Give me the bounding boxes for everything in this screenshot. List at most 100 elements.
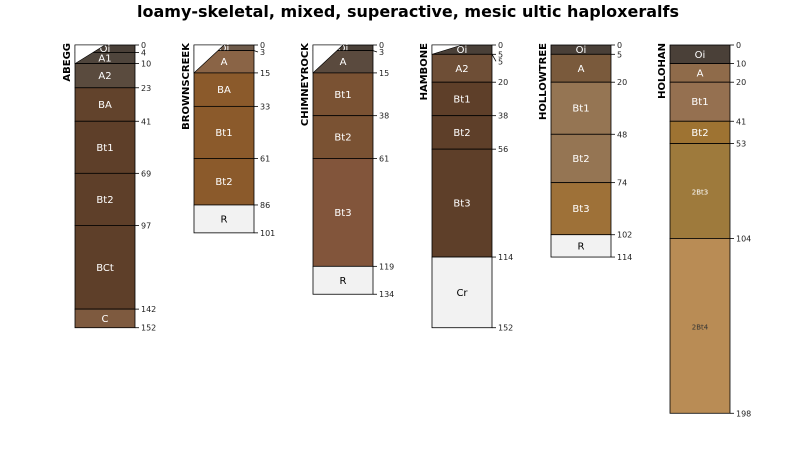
horizon-label: Bt1 bbox=[215, 128, 232, 139]
profile-chimneyrock: CHIMNEYROCK Oi A Bt1 Bt2 Bt3 R 03 15 38 61 119 134 bbox=[300, 41, 394, 299]
profile-hollowtree: HOLLOWTREE Oi A Bt1 Bt2 Bt3 R 05 20 48 74 102 114 bbox=[538, 41, 632, 262]
depth-label: 33 bbox=[260, 102, 270, 111]
horizon-label: Bt1 bbox=[691, 97, 708, 108]
horizon-r bbox=[193, 204, 255, 234]
depth-label: 15 bbox=[379, 69, 389, 78]
horizon-bt3 bbox=[312, 158, 374, 267]
horizon-label: A bbox=[697, 68, 704, 79]
horizon-bct bbox=[74, 225, 136, 310]
profile-name: HOLLOWTREE bbox=[538, 43, 549, 120]
depth-label: 61 bbox=[260, 154, 270, 163]
horizon-label: Bt1 bbox=[453, 94, 470, 105]
horizon-a2 bbox=[431, 53, 493, 83]
depth-label: 152 bbox=[498, 324, 513, 333]
depth-tick bbox=[253, 50, 259, 53]
depth-label: 86 bbox=[260, 201, 270, 210]
horizon-bt2 bbox=[312, 115, 374, 159]
depth-label: 38 bbox=[498, 112, 508, 121]
horizon-bt1 bbox=[669, 81, 731, 122]
horizon-label: BA bbox=[98, 100, 112, 111]
horizon-label: A1 bbox=[98, 54, 111, 65]
horizon-bt3 bbox=[431, 148, 493, 258]
horizon-label: R bbox=[221, 214, 228, 225]
horizon-bt2 bbox=[431, 115, 493, 150]
horizon-ba bbox=[74, 87, 136, 122]
horizon-label: Oi bbox=[576, 45, 587, 56]
depth-label: 20 bbox=[736, 78, 746, 87]
depth-label: 119 bbox=[379, 262, 394, 271]
organic-wedge bbox=[193, 44, 225, 74]
horizon-label: BA bbox=[217, 85, 231, 96]
depth-label: 41 bbox=[736, 117, 746, 126]
horizon-bt1 bbox=[193, 105, 255, 159]
organic-wedge bbox=[431, 44, 463, 55]
horizon-label: Bt1 bbox=[572, 104, 589, 115]
profile-name: HOLOHAN bbox=[657, 43, 668, 99]
depth-label: 0 bbox=[736, 41, 741, 50]
horizon-a2 bbox=[74, 63, 136, 89]
depth-label: 10 bbox=[736, 60, 746, 69]
depth-label: 5 bbox=[617, 50, 622, 59]
depth-label: 0 bbox=[617, 41, 622, 50]
horizon-label: A bbox=[340, 57, 347, 68]
horizon-label: A bbox=[221, 57, 228, 68]
horizon-label: BCt bbox=[96, 263, 114, 274]
depth-label: 4 bbox=[141, 48, 146, 57]
depth-label: 104 bbox=[736, 234, 751, 243]
horizon-label: Bt2 bbox=[215, 177, 232, 188]
horizon-bt2 bbox=[550, 133, 612, 184]
depth-label: 38 bbox=[379, 112, 389, 121]
horizon-label: Bt1 bbox=[96, 143, 113, 154]
depth-tick bbox=[491, 54, 497, 62]
horizon-label: Bt3 bbox=[334, 208, 351, 219]
horizon-a bbox=[550, 53, 612, 83]
depth-label: 142 bbox=[141, 305, 156, 314]
depth-label: 56 bbox=[498, 145, 508, 154]
horizon-label: R bbox=[340, 276, 347, 287]
horizon-label: 2Bt3 bbox=[692, 189, 708, 197]
depth-label: 3 bbox=[260, 48, 265, 57]
depth-label: 61 bbox=[379, 154, 389, 163]
horizon-label: Bt2 bbox=[691, 128, 708, 139]
horizon-bt3 bbox=[550, 182, 612, 236]
depth-label: 23 bbox=[141, 84, 151, 93]
horizon-label: Bt1 bbox=[334, 90, 351, 101]
depth-label: 15 bbox=[260, 69, 270, 78]
horizon-bt1 bbox=[74, 120, 136, 174]
horizon-cr bbox=[431, 256, 493, 329]
horizon-label: R bbox=[578, 241, 585, 252]
horizon-label: Bt2 bbox=[334, 133, 351, 144]
depth-label: 10 bbox=[141, 60, 151, 69]
depth-label: 102 bbox=[617, 231, 632, 240]
horizon-label: Oi bbox=[219, 44, 230, 55]
profile-brownscreek: BROWNSCREEK Oi A BA Bt1 Bt2 R 03 15 33 61 86 101 bbox=[181, 41, 275, 238]
depth-label: 134 bbox=[379, 290, 394, 299]
organic-wedge bbox=[74, 44, 107, 65]
horizon-label: Bt2 bbox=[572, 154, 589, 165]
horizon-label: Oi bbox=[457, 45, 468, 56]
depth-label: 3 bbox=[379, 48, 384, 57]
depth-label: 53 bbox=[736, 140, 746, 149]
organic-wedge bbox=[312, 44, 344, 74]
horizon-label: C bbox=[102, 314, 109, 325]
depth-label: 0 bbox=[260, 41, 265, 50]
depth-label: 5 bbox=[498, 50, 503, 59]
horizon-label: Oi bbox=[338, 44, 349, 55]
depth-label: 74 bbox=[617, 179, 627, 188]
horizon-label: Oi bbox=[695, 50, 706, 61]
depth-label: 41 bbox=[141, 117, 151, 126]
horizon-bt1 bbox=[312, 72, 374, 117]
horizon-label: Bt2 bbox=[96, 195, 113, 206]
profiles-group: ABEGG OiA1A2BABt1Bt2BCtC04102341699714215… bbox=[62, 41, 751, 418]
depth-label: 101 bbox=[260, 229, 275, 238]
depth-label: 20 bbox=[498, 78, 508, 87]
profile-hambone: HAMBONEOiA1A2Bt1Bt2Bt3Cr055203856114152 bbox=[419, 41, 513, 333]
profile-name: BROWNSCREEK bbox=[181, 42, 192, 130]
horizon-c bbox=[74, 308, 136, 329]
depth-label: 0 bbox=[498, 41, 503, 50]
horizon-label: Bt2 bbox=[453, 128, 470, 139]
profile-name: HAMBONE bbox=[419, 43, 430, 101]
depth-label: 48 bbox=[617, 130, 627, 139]
